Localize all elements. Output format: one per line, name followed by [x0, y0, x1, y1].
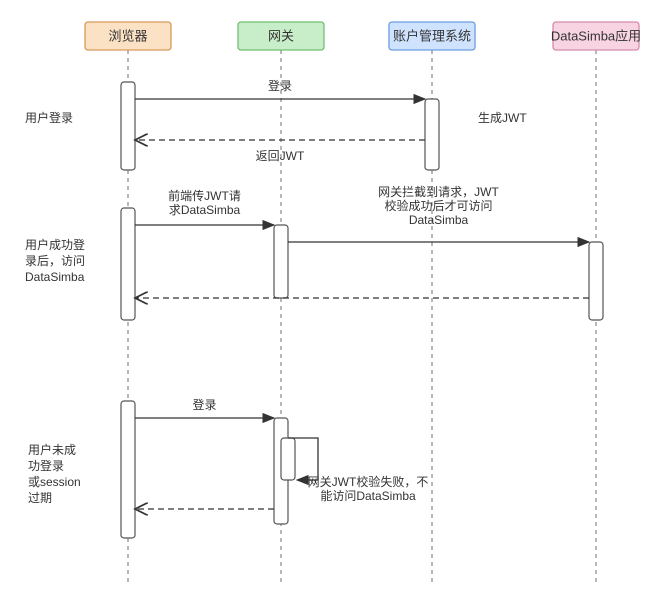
message-label-3: 求DataSimba: [169, 203, 241, 217]
region-label-r3: 或session: [28, 475, 81, 489]
activation-browser-0: [121, 82, 135, 170]
message-note-1: 生成JWT: [478, 111, 527, 125]
region-label-r3: 功登录: [28, 458, 64, 473]
region-label-r3: 过期: [28, 491, 52, 505]
message-label-4: 网关拦截到请求，JWT: [378, 185, 499, 199]
message-label-6: 登录: [192, 397, 216, 412]
activation-gateway-3: [274, 225, 288, 298]
message-label-8: 网关JWT校验失败，不: [308, 474, 429, 489]
message-label-2: 返回JWT: [256, 149, 305, 163]
region-label-r2: DataSimba: [25, 270, 85, 284]
message-label-4: DataSimba: [409, 213, 469, 227]
activation-browser-5: [121, 401, 135, 538]
message-label-8: 能访问DataSimba: [320, 489, 416, 503]
participant-label-datasimba: DataSimba应用: [551, 28, 641, 43]
message-label-0: 登录: [268, 78, 292, 93]
region-label-r1: 用户登录: [25, 110, 73, 125]
message-label-4: 校验成功后才可访问: [384, 198, 492, 213]
participant-label-account: 账户管理系统: [393, 28, 471, 43]
activation-gateway-7: [281, 438, 295, 480]
activation-account-1: [425, 99, 439, 170]
activation-datasimba-4: [589, 242, 603, 320]
participant-label-browser: 浏览器: [108, 28, 147, 43]
participant-label-gateway: 网关: [268, 28, 294, 43]
region-label-r2: 用户成功登: [25, 237, 85, 252]
region-label-r2: 录后，访问: [25, 254, 85, 268]
message-label-3: 前端传JWT请: [168, 188, 241, 203]
sequence-diagram: 浏览器 网关 账户管理系统 DataSimba应用用户登录用户成功登录后，访问 Data…: [0, 0, 660, 594]
activation-browser-2: [121, 208, 135, 320]
region-label-r3: 用户未成: [28, 442, 76, 457]
